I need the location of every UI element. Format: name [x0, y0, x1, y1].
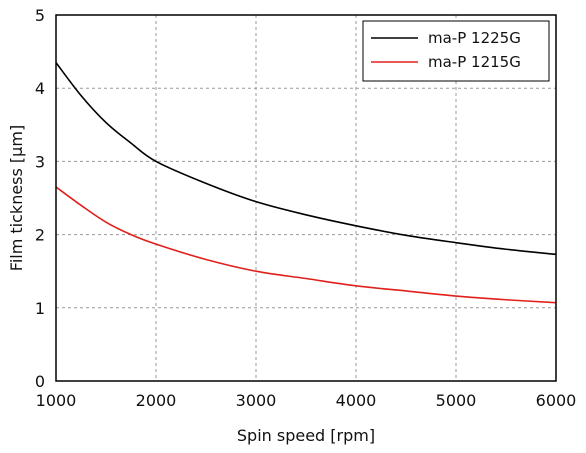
- y-tick-label: 3: [35, 152, 45, 171]
- x-tick-label: 1000: [36, 391, 77, 410]
- plot-frame: [55, 14, 557, 382]
- legend-box: [362, 20, 550, 82]
- x-tick-label: 6000: [536, 391, 577, 410]
- tick-labels: 1000 2000 3000 4000 5000 6000 0 1 2 3 4 5: [35, 6, 577, 410]
- legend: ma-P 1225G ma-P 1215G: [362, 20, 550, 82]
- series-line-1: [55, 62, 557, 256]
- legend-label-series-1: ma-P 1225G: [428, 29, 521, 47]
- x-tick-label: 2000: [136, 391, 177, 410]
- legend-label-series-2: ma-P 1215G: [428, 53, 521, 71]
- x-axis-title: Spin speed [rpm]: [237, 426, 375, 445]
- x-tick-label: 5000: [436, 391, 477, 410]
- series-lines: [55, 62, 557, 304]
- x-tick-label: 4000: [336, 391, 377, 410]
- y-tick-label: 4: [35, 79, 45, 98]
- y-tick-label: 2: [35, 226, 45, 245]
- y-tick-label: 0: [35, 372, 45, 391]
- x-tick-label: 3000: [236, 391, 277, 410]
- y-tick-label: 5: [35, 6, 45, 25]
- series-line-2: [55, 186, 557, 304]
- y-axis-title: Film tickness [µm]: [7, 125, 26, 271]
- y-tick-label: 1: [35, 299, 45, 318]
